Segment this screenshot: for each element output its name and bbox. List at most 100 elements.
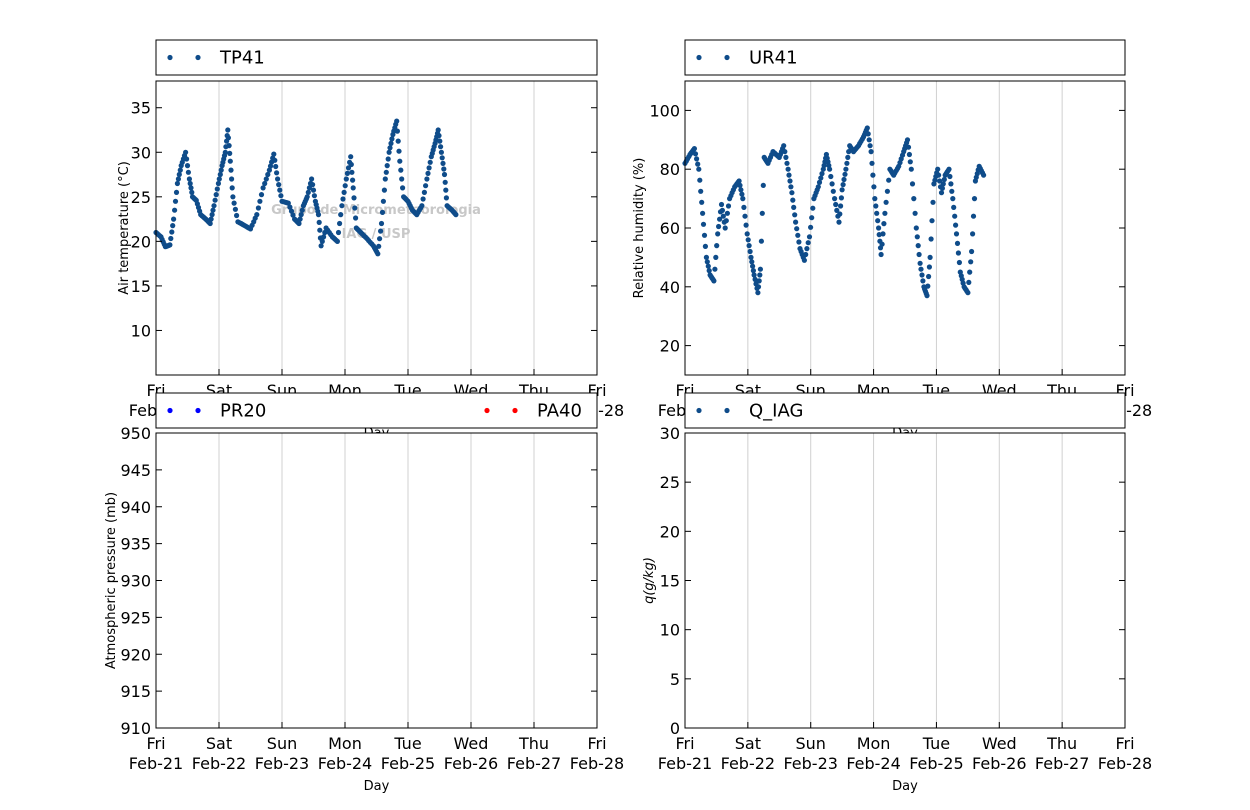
data-point	[381, 187, 387, 193]
data-point	[311, 193, 317, 199]
data-point	[908, 166, 914, 172]
data-point	[342, 183, 348, 189]
data-point	[869, 160, 875, 166]
data-point	[743, 222, 749, 228]
data-point	[169, 229, 175, 235]
data-point	[781, 143, 787, 149]
data-point	[816, 179, 823, 185]
data-point	[389, 136, 395, 142]
data-point	[712, 266, 718, 272]
data-point	[700, 210, 706, 216]
data-point	[696, 166, 702, 172]
data-point	[794, 226, 800, 232]
x-tick-date-label: Feb-26	[972, 754, 1026, 773]
data-point	[298, 212, 304, 218]
x-tick-date-label: Feb-21	[658, 754, 712, 773]
legend-3: PR20 PA40	[155, 392, 598, 429]
data-point	[756, 278, 762, 284]
x-tick-date-label: Feb-27	[507, 754, 561, 773]
data-point	[382, 176, 388, 182]
data-point	[840, 182, 846, 188]
data-point	[738, 187, 744, 193]
data-point	[438, 144, 444, 150]
y-tick-label: 10	[131, 321, 151, 340]
data-point	[952, 213, 958, 219]
data-point	[187, 180, 193, 187]
y-tick-label: 15	[660, 572, 680, 591]
data-point	[315, 212, 322, 218]
data-point	[969, 248, 975, 255]
data-point	[439, 155, 445, 161]
y-tick-label: 35	[131, 99, 151, 118]
data-point	[864, 125, 870, 131]
data-point	[870, 172, 876, 178]
data-point	[338, 212, 344, 218]
x-tick-date-label: Feb-23	[255, 754, 309, 773]
data-point	[905, 144, 912, 150]
legend-label: PR20	[220, 401, 266, 422]
data-point	[436, 133, 442, 139]
data-point	[438, 149, 444, 155]
data-point	[299, 207, 305, 213]
data-point	[183, 149, 189, 155]
data-point	[720, 213, 726, 219]
data-point	[337, 220, 343, 227]
chart-panel-3: 910915920925930935940945950FriFeb-21SatF…	[104, 424, 624, 794]
data-point	[700, 221, 707, 227]
data-point	[866, 137, 872, 143]
x-tick-date-label: Feb-25	[381, 754, 435, 773]
data-point	[420, 196, 426, 202]
data-point	[788, 184, 794, 190]
data-point	[377, 236, 383, 242]
data-point	[930, 199, 936, 205]
data-point	[287, 204, 293, 210]
data-point	[229, 185, 235, 191]
data-point	[915, 243, 921, 249]
data-point	[809, 215, 815, 221]
data-point	[319, 238, 325, 244]
data-point	[285, 200, 291, 206]
data-point	[386, 149, 392, 155]
data-point	[939, 185, 946, 191]
data-point	[907, 159, 913, 165]
data-point	[951, 204, 957, 210]
data-point	[806, 234, 813, 240]
data-point	[953, 222, 959, 228]
data-point	[839, 187, 845, 193]
data-point	[867, 143, 873, 149]
data-point	[232, 206, 238, 212]
data-point	[803, 251, 809, 258]
data-point	[787, 178, 793, 184]
data-point	[274, 170, 280, 176]
data-point	[229, 176, 235, 182]
data-point	[912, 210, 918, 216]
data-point	[837, 211, 843, 217]
legend-marker	[696, 54, 702, 61]
data-point	[271, 151, 277, 157]
data-point	[440, 160, 446, 166]
y-tick-label: 100	[649, 101, 680, 120]
data-point	[310, 182, 316, 188]
data-point	[924, 293, 930, 299]
data-point	[843, 166, 849, 172]
data-point	[713, 254, 719, 260]
data-point	[344, 170, 350, 176]
data-point	[272, 157, 278, 163]
data-point	[871, 184, 877, 190]
data-point	[706, 268, 712, 274]
y-tick-label: 30	[131, 143, 151, 162]
y-tick-label: 925	[120, 608, 151, 627]
data-point	[874, 210, 880, 216]
data-point	[276, 182, 282, 188]
x-tick-day-label: Wed	[454, 734, 489, 753]
data-point	[698, 188, 704, 194]
data-point	[297, 216, 303, 222]
legend-marker	[724, 54, 730, 61]
data-point	[755, 290, 761, 296]
data-point	[225, 135, 231, 141]
data-point	[209, 212, 215, 218]
plot-area	[685, 433, 1125, 728]
data-point	[318, 243, 324, 249]
data-point	[321, 234, 327, 240]
data-point	[841, 176, 847, 183]
